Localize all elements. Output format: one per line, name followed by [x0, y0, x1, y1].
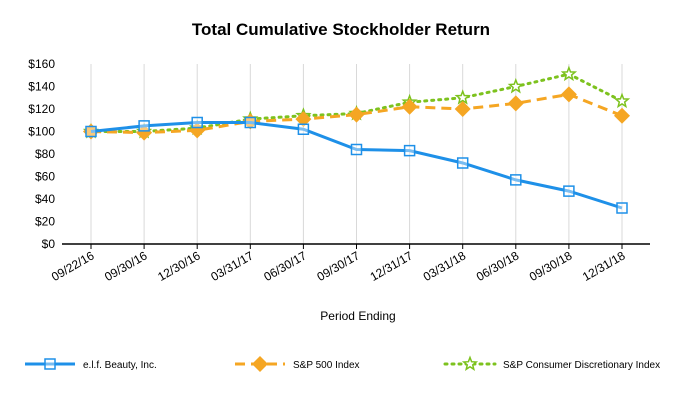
- data-point: [616, 202, 628, 214]
- x-axis: 09/22/16 09/30/16 12/30/16 03/31/17 06/30/17…: [49, 243, 650, 284]
- data-point: [244, 116, 257, 129]
- x-tick-label: 09/22/16: [49, 248, 97, 284]
- legend-marker: [252, 356, 268, 372]
- data-point: [454, 101, 471, 117]
- x-tick-label: 12/31/17: [368, 248, 416, 284]
- x-tick-label: 09/30/16: [102, 248, 150, 284]
- y-tick-label: $80: [35, 147, 55, 161]
- data-point: [614, 107, 630, 124]
- data-point: [85, 125, 97, 138]
- data-point: [189, 122, 206, 139]
- data-point: [136, 124, 153, 141]
- chart-title: Total Cumulative Stockholder Return: [192, 20, 490, 39]
- data-point: [507, 95, 524, 112]
- legend-label: e.l.f. Beauty, Inc.: [83, 360, 157, 371]
- y-tick-label: $20: [35, 215, 55, 229]
- data-point: [295, 111, 312, 128]
- y-tick-label: $160: [28, 57, 55, 71]
- data-point: [191, 116, 203, 129]
- data-point: [138, 120, 150, 132]
- legend-item: e.l.f. Beauty, Inc.: [25, 358, 157, 371]
- y-tick-label: $100: [28, 125, 55, 139]
- legend-label: S&P 500 Index: [293, 360, 360, 371]
- legend-marker: [461, 355, 479, 371]
- data-point: [297, 123, 310, 135]
- x-axis-label: Period Ending: [320, 309, 395, 323]
- series-line: [90, 121, 623, 210]
- legend-label: S&P Consumer Discretionary Index: [503, 360, 660, 371]
- x-tick-label: 12/31/18: [580, 248, 628, 284]
- data-point: [560, 86, 577, 103]
- data-point: [560, 65, 578, 82]
- x-tick-label: 03/31/17: [208, 248, 256, 284]
- data-point: [454, 89, 471, 105]
- series-lines: [82, 65, 631, 214]
- y-tick-label: $60: [35, 170, 55, 184]
- x-tick-label: 09/30/18: [527, 248, 575, 284]
- y-axis: $0 $20 $40 $60 $80 $100 $120 $140 $160: [28, 57, 55, 251]
- y-tick-label: $0: [42, 237, 56, 251]
- x-tick-label: 09/30/17: [315, 248, 363, 284]
- x-tick-label: 06/30/18: [474, 248, 522, 284]
- data-point: [510, 174, 522, 186]
- x-tick-label: 06/30/17: [261, 248, 309, 284]
- legend-item: S&P Consumer Discretionary Index: [443, 355, 660, 371]
- data-point: [613, 92, 631, 109]
- series-line: [90, 92, 623, 135]
- legend-marker: [44, 358, 56, 370]
- x-tick-label: 03/31/18: [421, 248, 469, 284]
- legend-item: S&P 500 Index: [235, 356, 360, 372]
- data-point: [350, 143, 363, 156]
- series-0: [85, 116, 628, 214]
- y-tick-label: $40: [35, 192, 55, 206]
- legend: e.l.f. Beauty, Inc. S&P 500 Index S&P Cons…: [25, 355, 660, 372]
- y-tick-label: $140: [28, 80, 55, 94]
- data-point: [401, 98, 418, 115]
- data-point: [348, 106, 365, 123]
- x-tick-label: 12/30/16: [155, 248, 203, 284]
- data-point: [507, 77, 524, 94]
- data-point: [563, 185, 575, 197]
- data-point: [403, 144, 416, 157]
- data-point: [456, 157, 469, 169]
- y-tick-label: $120: [28, 102, 55, 116]
